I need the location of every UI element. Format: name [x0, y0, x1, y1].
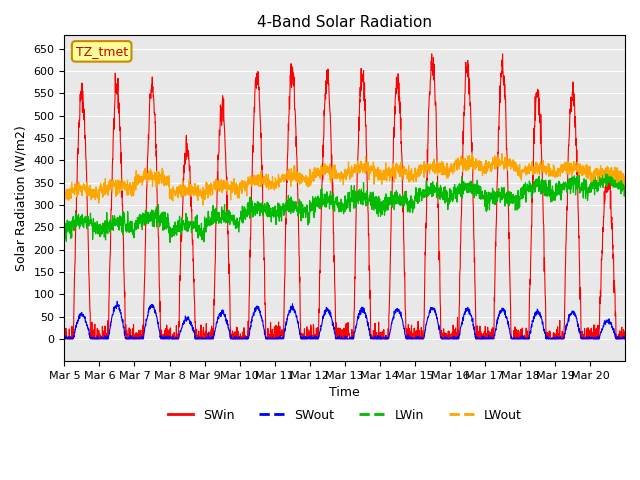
LWout	[61, 193, 68, 199]
SWout	[379, 336, 387, 342]
SWout	[514, 336, 522, 342]
SWout	[546, 336, 554, 342]
SWout	[621, 336, 629, 341]
LWout	[116, 185, 124, 191]
LWout	[498, 151, 506, 156]
SWout	[61, 333, 68, 339]
Y-axis label: Solar Radiation (W/m2): Solar Radiation (W/m2)	[15, 125, 28, 271]
LWout	[199, 202, 207, 208]
LWout	[614, 165, 621, 171]
Text: TZ_tmet: TZ_tmet	[76, 45, 128, 58]
SWin	[614, 336, 621, 342]
LWin	[166, 240, 174, 245]
SWin	[238, 336, 246, 342]
LWout	[514, 167, 522, 172]
SWin	[379, 336, 387, 342]
LWin	[61, 231, 68, 237]
SWin	[116, 140, 124, 146]
SWout	[117, 310, 125, 315]
SWin	[621, 334, 629, 340]
SWout	[238, 336, 246, 342]
LWin	[238, 219, 246, 225]
Line: LWout: LWout	[65, 154, 625, 205]
Line: SWout: SWout	[65, 301, 625, 339]
Line: SWin: SWin	[65, 54, 625, 339]
LWin	[621, 190, 629, 195]
SWin	[61, 333, 68, 338]
LWin	[116, 223, 124, 228]
Legend: SWin, SWout, LWin, LWout: SWin, SWout, LWin, LWout	[163, 404, 527, 427]
LWout	[379, 171, 387, 177]
SWout	[614, 336, 621, 342]
Line: LWin: LWin	[65, 171, 625, 242]
LWout	[621, 173, 629, 179]
LWin	[614, 182, 621, 188]
LWin	[379, 207, 387, 213]
LWin	[514, 200, 522, 206]
SWin	[61, 336, 68, 342]
SWout	[61, 336, 69, 342]
LWout	[546, 166, 554, 172]
LWin	[545, 184, 553, 190]
LWin	[600, 168, 608, 174]
Title: 4-Band Solar Radiation: 4-Band Solar Radiation	[257, 15, 432, 30]
SWin	[546, 331, 554, 337]
X-axis label: Time: Time	[330, 386, 360, 399]
SWin	[428, 51, 436, 57]
LWout	[238, 178, 246, 183]
SWout	[113, 299, 121, 304]
SWin	[514, 336, 522, 342]
